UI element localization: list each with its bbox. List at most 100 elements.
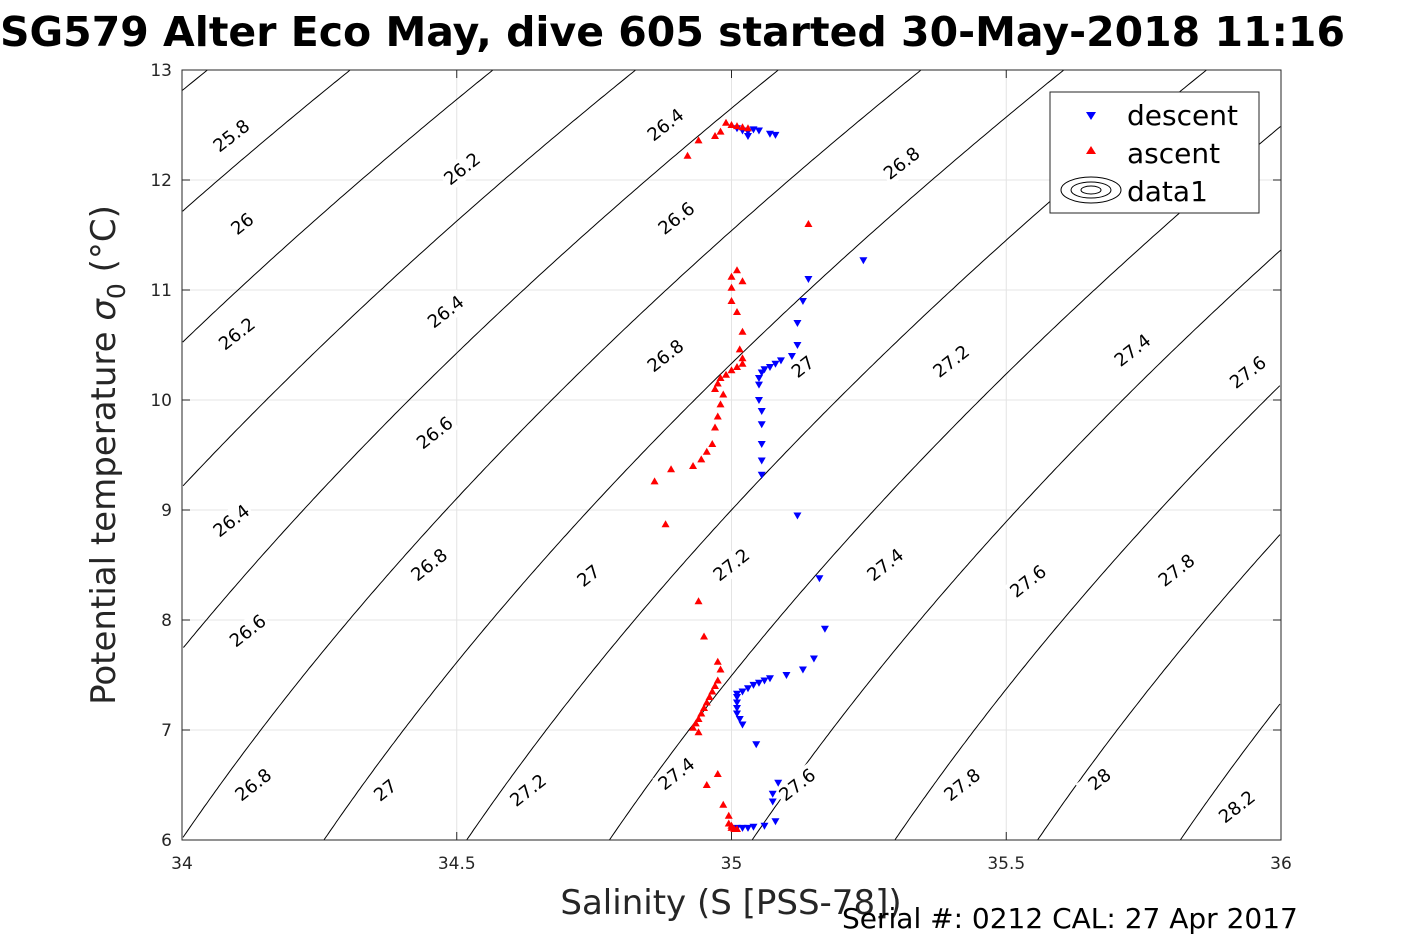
axis-ticks: 34 34.5 35 35.5 36 6 7 8 9 10 11 12 13 bbox=[150, 61, 1291, 874]
y-tick-label: 13 bbox=[150, 61, 172, 81]
contour-line bbox=[1179, 703, 1281, 841]
x-tick-label: 36 bbox=[1270, 854, 1292, 874]
legend: descent ascent data1 bbox=[1049, 91, 1260, 214]
ascent-point bbox=[694, 728, 703, 736]
y-axis-label-symbol: σ bbox=[84, 298, 124, 321]
ascent-point bbox=[650, 477, 659, 485]
ascent-point bbox=[716, 374, 725, 381]
legend-data1-marker bbox=[1060, 176, 1122, 204]
y-axis-label-main: Potential temperature bbox=[84, 321, 124, 705]
x-tick-label: 35.5 bbox=[987, 854, 1025, 874]
descent-point bbox=[757, 471, 766, 479]
legend-ascent-marker bbox=[1086, 146, 1096, 154]
contour-line bbox=[894, 385, 1281, 841]
x-tick-label: 35 bbox=[721, 854, 743, 874]
descent-point bbox=[793, 320, 802, 327]
ascent-point bbox=[804, 220, 813, 227]
ascent-point bbox=[732, 308, 741, 315]
ascent-point bbox=[738, 277, 747, 285]
descent-point bbox=[765, 675, 774, 683]
y-axis-label-subscript: 0 bbox=[102, 283, 131, 299]
descent-point bbox=[774, 779, 783, 787]
descent-point bbox=[757, 457, 766, 465]
descent-point bbox=[738, 688, 747, 696]
descent-point bbox=[820, 625, 829, 633]
descent-point bbox=[738, 824, 747, 832]
ascent-point bbox=[727, 272, 736, 280]
ascent-point bbox=[661, 520, 670, 528]
ascent-point bbox=[713, 379, 722, 387]
contour-line bbox=[182, 69, 351, 212]
ascent-point bbox=[724, 811, 733, 819]
ascent-point bbox=[689, 462, 698, 469]
legend-descent-marker bbox=[1086, 112, 1096, 120]
y-tick-label: 11 bbox=[150, 281, 172, 301]
ascent-point bbox=[738, 327, 747, 335]
y-tick-label: 6 bbox=[161, 831, 172, 851]
ascent-point bbox=[711, 423, 720, 431]
descent-point bbox=[787, 353, 796, 360]
contour-line bbox=[182, 69, 922, 838]
descent-point bbox=[815, 575, 824, 583]
descent-point bbox=[768, 798, 777, 806]
descent-point bbox=[771, 360, 780, 368]
ascent-point bbox=[738, 123, 747, 131]
y-tick-label: 9 bbox=[161, 501, 172, 521]
ascent-point bbox=[713, 657, 722, 665]
ascent-point bbox=[689, 723, 698, 731]
descent-point bbox=[738, 721, 747, 729]
descent-point bbox=[754, 679, 763, 687]
ascent-point bbox=[732, 363, 741, 370]
ascent-point bbox=[716, 127, 725, 135]
ascent-point bbox=[713, 676, 722, 684]
data-points bbox=[650, 118, 868, 832]
ascent-point bbox=[716, 665, 725, 673]
ascent-point bbox=[722, 118, 731, 126]
ascent-point bbox=[702, 447, 711, 455]
ascent-point bbox=[722, 370, 731, 378]
ascent-point bbox=[716, 400, 725, 408]
contour-line bbox=[183, 69, 779, 648]
descent-point bbox=[732, 710, 741, 718]
descent-point bbox=[793, 342, 802, 349]
y-axis-label-unit: (°C) bbox=[84, 205, 124, 283]
ascent-point bbox=[700, 632, 709, 640]
ascent-point bbox=[700, 704, 709, 711]
y-tick-label: 8 bbox=[161, 611, 172, 631]
descent-point bbox=[743, 685, 752, 693]
ascent-point bbox=[691, 719, 700, 727]
ascent-point bbox=[732, 825, 741, 832]
ascent-point bbox=[732, 266, 741, 274]
ascent-point bbox=[727, 121, 736, 128]
ascent-point bbox=[697, 709, 706, 717]
legend-data1-label: data1 bbox=[1127, 175, 1208, 208]
ascent-point bbox=[708, 687, 717, 695]
contour-line bbox=[323, 69, 1065, 841]
descent-point bbox=[757, 408, 766, 415]
ascent-point bbox=[738, 354, 747, 362]
ascent-point bbox=[694, 136, 703, 144]
descent-point bbox=[760, 822, 769, 830]
descent-point bbox=[765, 364, 774, 371]
ascent-point bbox=[711, 682, 720, 689]
ascent-point bbox=[727, 283, 736, 291]
ascent-point bbox=[694, 715, 703, 722]
ascent-point bbox=[732, 122, 741, 130]
ascent-point bbox=[667, 465, 676, 473]
descent-point bbox=[771, 131, 780, 139]
descent-point bbox=[732, 705, 741, 712]
contour-line bbox=[751, 249, 1282, 841]
descent-point bbox=[859, 257, 868, 265]
contour-line bbox=[1037, 534, 1281, 841]
descent-point bbox=[749, 681, 758, 689]
descent-point bbox=[732, 694, 741, 701]
y-axis-label: Potential temperature σ0 (°C) bbox=[84, 205, 131, 705]
ascent-point bbox=[702, 698, 711, 706]
ascent-point bbox=[711, 385, 720, 392]
ascent-point bbox=[727, 366, 736, 374]
descent-point bbox=[809, 655, 818, 663]
ascent-point bbox=[694, 597, 703, 605]
ascent-point bbox=[719, 800, 728, 808]
x-axis-label: Salinity (S [PSS-78]) bbox=[560, 883, 901, 923]
